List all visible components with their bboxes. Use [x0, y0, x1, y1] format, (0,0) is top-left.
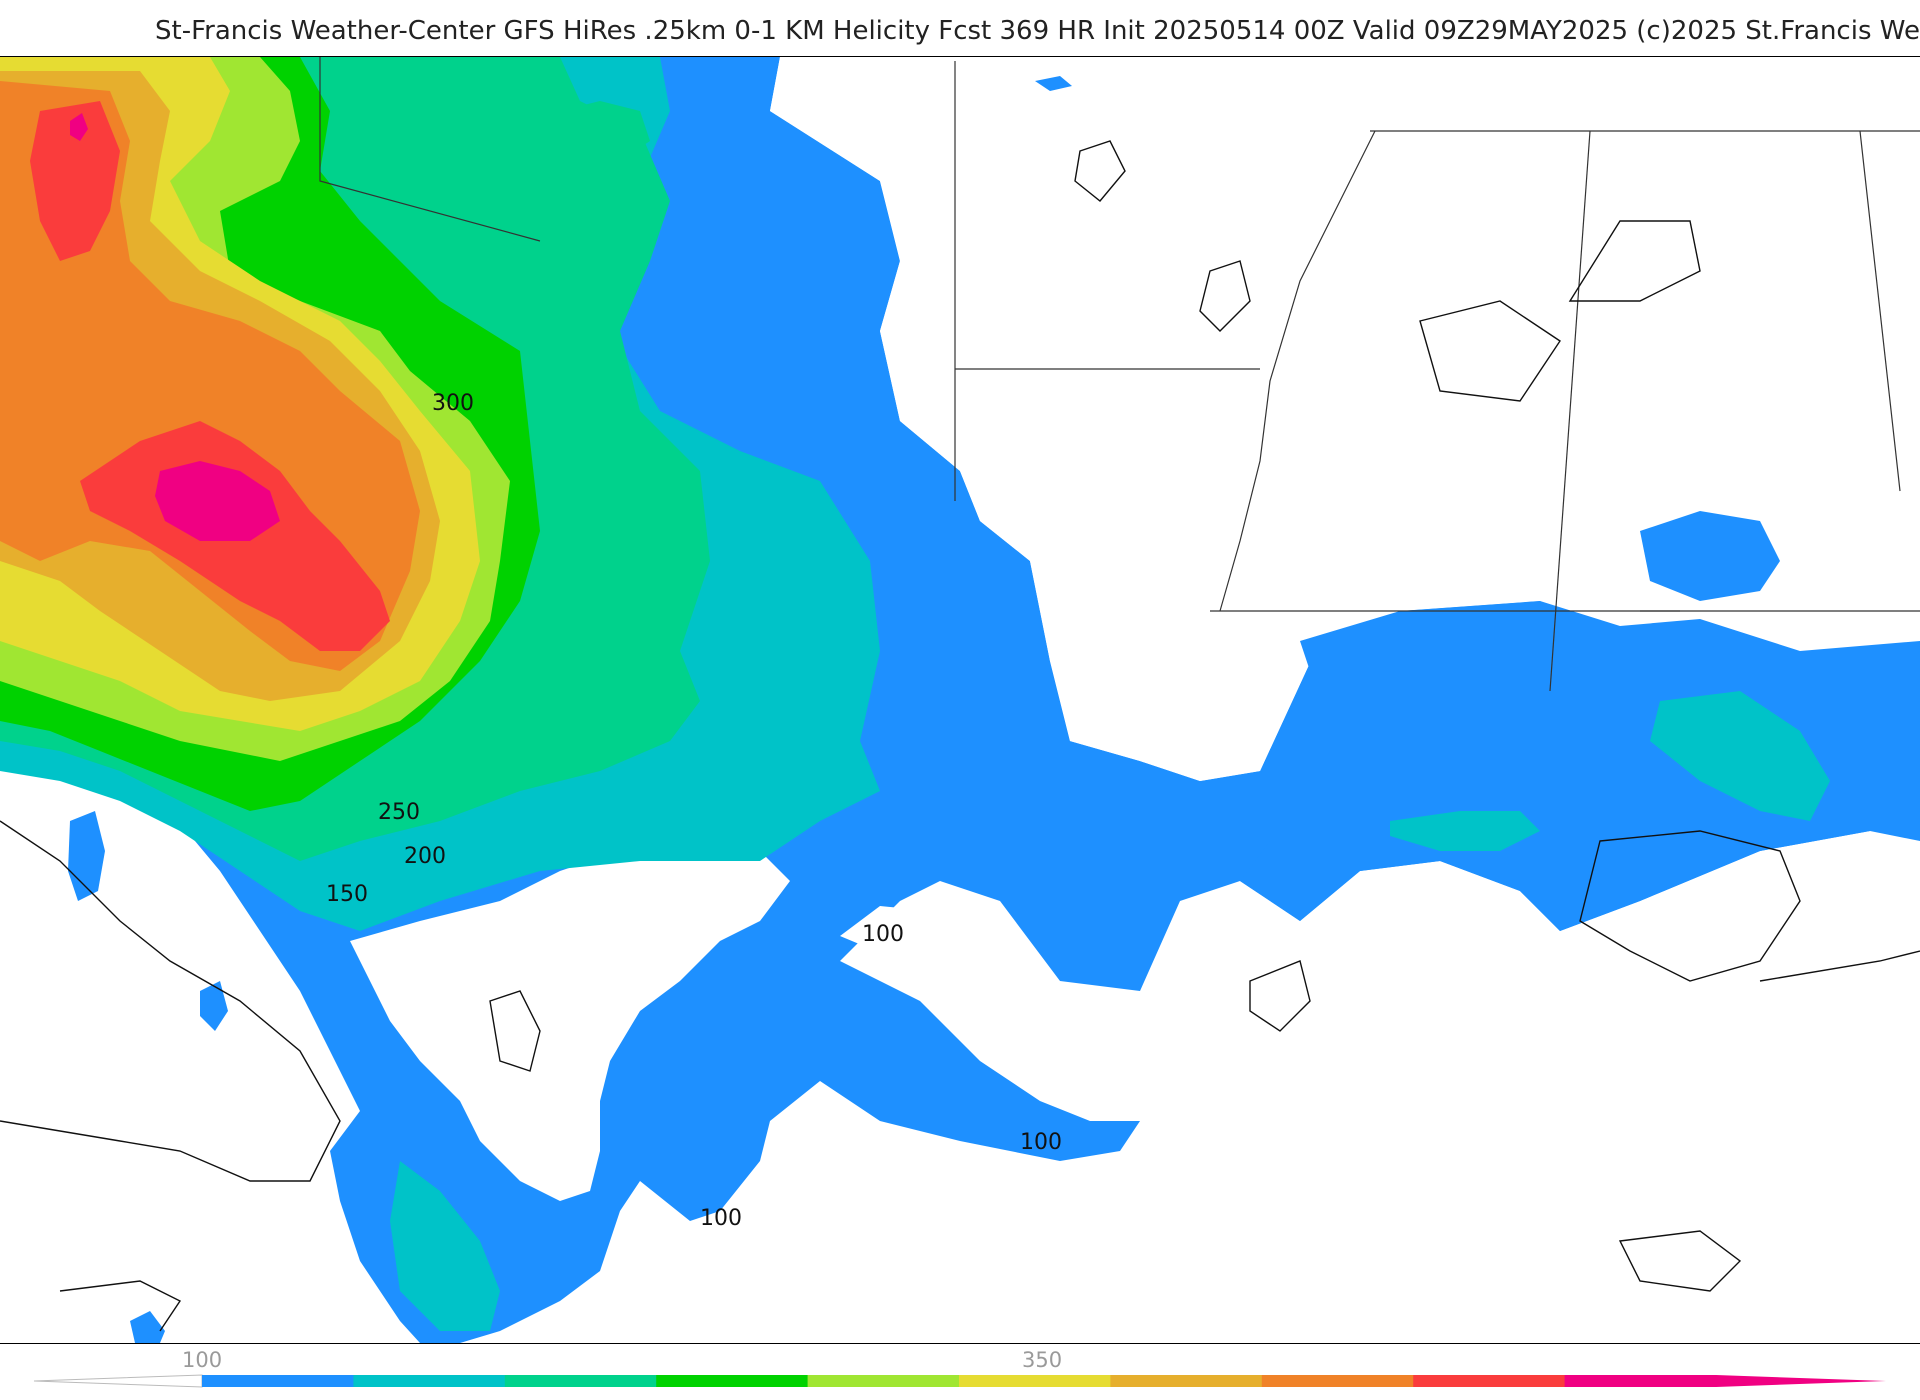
colorbar-label-100: 100 [182, 1348, 223, 1372]
helicity-map: 300 250 200 150 100 100 100 [0, 57, 1920, 1343]
colorbar-segment [1110, 1375, 1263, 1387]
contour-label-250: 250 [378, 800, 420, 825]
map-panel: 300 250 200 150 100 100 100 [0, 56, 1920, 1344]
helicity-550-spot [70, 113, 88, 141]
contour-label-100-gulf-b: 100 [1020, 1130, 1062, 1155]
cyan-blob-south [390, 1161, 500, 1331]
title-bar: St-Francis Weather-Center GFS HiRes .25k… [0, 0, 1920, 56]
ne-white-area [770, 57, 1920, 781]
contour-label-200: 200 [404, 844, 446, 869]
colorbar-label-350: 350 [1022, 1348, 1063, 1372]
east-gulf-blue [1240, 601, 1920, 931]
blue-blob-alabama [1640, 511, 1780, 601]
contour-label-100-gulf-a: 100 [862, 922, 904, 947]
colorbar-segment [1413, 1375, 1566, 1387]
colorbar-segment [656, 1375, 809, 1387]
colorbar-segment [807, 1375, 960, 1387]
colorbar: 100 350 [0, 1342, 1920, 1400]
blue-blob-west-2 [200, 981, 228, 1031]
colorbar-segment [959, 1375, 1111, 1387]
helicity-500-region [30, 101, 120, 261]
cyan-blob-bayou [1390, 811, 1540, 851]
colorbar-segment [202, 1375, 354, 1387]
blue-blob-lake [1035, 76, 1072, 91]
helicity-contours [0, 140, 1920, 1332]
texas-hole [350, 841, 790, 1201]
blue-blob-southwest [130, 1311, 165, 1343]
colorbar-segment [1564, 1375, 1717, 1387]
colorbar-min-arrow [33, 1374, 203, 1388]
teal-blob-north [560, 101, 650, 161]
colorbar-segments [202, 1375, 1717, 1387]
contour-label-150: 150 [326, 882, 368, 907]
contour-label-300: 300 [432, 391, 474, 416]
cyan-blob-east [1650, 691, 1830, 821]
colorbar-max-arrow [1716, 1375, 1886, 1387]
gulf-hole [840, 906, 1030, 1011]
helicity-550-region [155, 461, 280, 541]
colorbar-segment [353, 1375, 506, 1387]
contour-label-100-south: 100 [700, 1206, 742, 1231]
state-borders [319, 57, 1920, 692]
map-title: St-Francis Weather-Center GFS HiRes .25k… [155, 16, 1920, 46]
colorbar-segment [504, 1375, 657, 1387]
colorbar-scale [33, 1374, 1886, 1388]
colorbar-segment [1261, 1375, 1414, 1387]
